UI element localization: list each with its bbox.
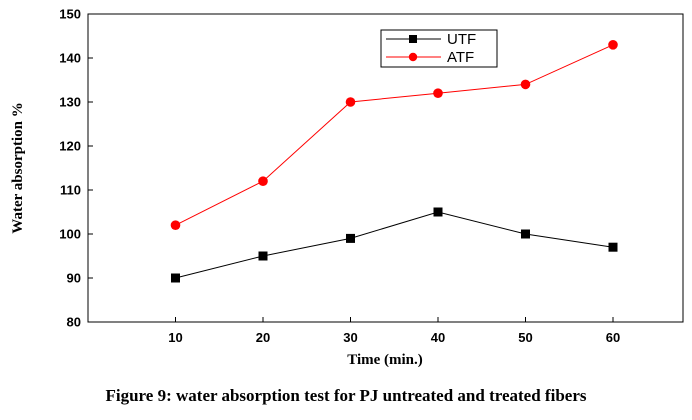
data-point-atf	[170, 220, 181, 230]
x-tick-label: 40	[431, 330, 445, 345]
data-point-utf	[433, 207, 443, 217]
data-point-atf	[345, 97, 356, 107]
figure-caption: Figure 9: water absorption test for PJ u…	[105, 386, 587, 405]
legend-label-utf: UTF	[447, 31, 476, 48]
data-point-utf	[258, 251, 268, 261]
series-line-atf	[175, 44, 614, 226]
y-axis: 80 90 100 110 120 130 140 150	[59, 7, 93, 330]
legend-label-atf: ATF	[447, 49, 474, 66]
x-tick-label: 50	[518, 330, 532, 345]
y-tick-label: 140	[59, 51, 81, 66]
y-tick-label: 80	[67, 315, 81, 330]
x-axis-title: Time (min.)	[347, 352, 423, 368]
data-point-atf	[433, 88, 443, 98]
series-line-utf	[175, 211, 614, 279]
y-axis-title: Water absorption %	[10, 102, 26, 233]
legend-marker-atf	[408, 52, 418, 62]
line-chart: 80 90 100 110 120 130 140 150 10 20 30 40 50 60 UTF …	[10, 7, 684, 368]
legend-box	[380, 29, 498, 68]
data-point-utf	[608, 242, 618, 252]
y-tick-label: 120	[59, 139, 81, 154]
legend-marker-utf	[409, 35, 417, 43]
plot-frame	[87, 13, 684, 323]
series-layer	[170, 40, 618, 283]
data-point-utf	[171, 273, 180, 283]
data-point-atf	[520, 79, 531, 90]
y-tick-label: 90	[67, 271, 81, 286]
data-point-utf	[346, 233, 355, 243]
x-tick-label: 20	[256, 330, 270, 345]
data-point-atf	[258, 176, 268, 186]
x-tick-label: 30	[343, 330, 357, 345]
data-point-utf	[521, 229, 530, 239]
data-point-atf	[608, 40, 618, 50]
legend: UTF ATF	[380, 29, 498, 68]
x-axis: 10 20 30 40 50 60	[168, 317, 620, 345]
x-tick-label: 60	[606, 330, 620, 345]
y-tick-label: 100	[59, 227, 81, 242]
y-tick-label: 150	[59, 7, 81, 22]
y-tick-label: 130	[59, 95, 81, 110]
y-tick-label: 110	[60, 183, 81, 198]
x-tick-label: 10	[168, 330, 182, 345]
